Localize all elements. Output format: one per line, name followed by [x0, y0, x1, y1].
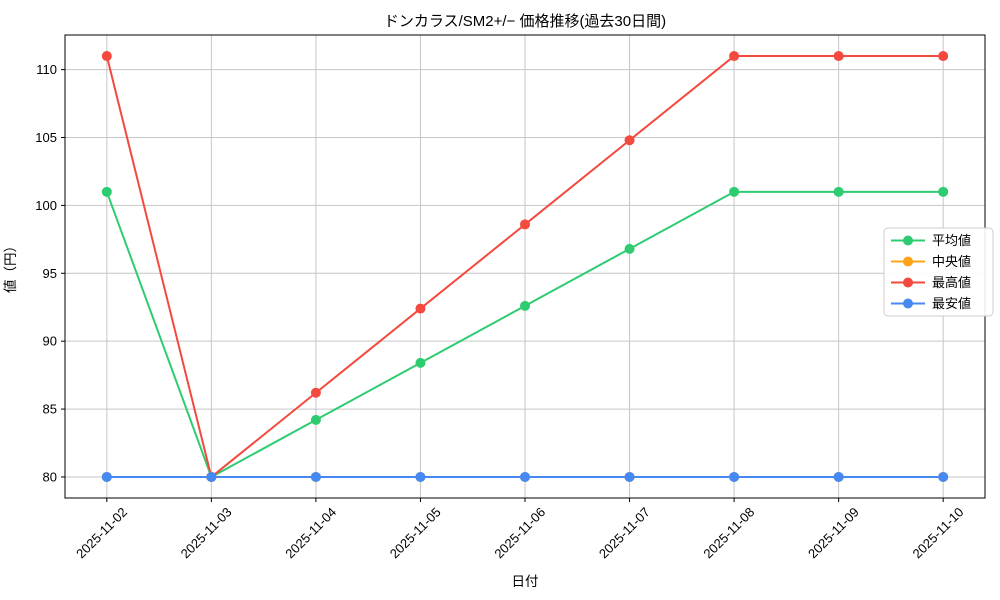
- data-point-min: [833, 471, 844, 482]
- x-tick-label: 2025-11-08: [700, 504, 757, 561]
- data-point-min: [101, 471, 112, 482]
- ticks-layer: 80 85 90 95 100 105 110 2025-11-02 2025-11-03 202…: [35, 62, 966, 561]
- data-point-average: [938, 186, 949, 197]
- y-tick-label: 85: [43, 402, 57, 417]
- x-axis-label: 日付: [512, 574, 539, 589]
- legend-item-median: 中央値: [891, 254, 971, 269]
- data-point-min: [415, 471, 426, 482]
- data-point-min: [624, 471, 635, 482]
- x-tick-label: 2025-11-06: [491, 504, 548, 561]
- legend-label: 平均値: [932, 233, 971, 248]
- data-point-min: [520, 471, 530, 482]
- grid-layer: [65, 35, 985, 498]
- x-tick-label: 2025-11-02: [73, 504, 130, 561]
- legend-item-max: 最高値: [891, 275, 971, 290]
- data-point-max: [938, 51, 949, 62]
- y-tick-label: 90: [43, 334, 57, 349]
- legend-marker: [903, 298, 913, 309]
- x-tick-label: 2025-11-07: [596, 504, 653, 561]
- y-tick-label: 100: [35, 198, 57, 213]
- legend-item-min: 最安値: [891, 296, 971, 311]
- y-tick-label: 105: [35, 130, 57, 145]
- data-point-average: [415, 357, 426, 368]
- legend-marker: [903, 256, 913, 267]
- data-point-average: [833, 186, 844, 197]
- y-tick-label: 110: [36, 62, 57, 77]
- data-point-average: [729, 186, 740, 197]
- x-tick-label: 2025-11-04: [282, 504, 339, 561]
- y-tick-label: 80: [43, 469, 57, 484]
- series-average: [101, 186, 949, 482]
- x-tick-label: 2025-11-09: [805, 504, 862, 561]
- legend-label: 最高値: [932, 275, 971, 290]
- legend-label: 最安値: [932, 296, 971, 311]
- legend-label: 中央値: [932, 254, 971, 269]
- data-point-max: [415, 303, 426, 314]
- chart-title: ドンカラス/SM2+/− 価格推移(過去30日間): [384, 13, 666, 30]
- series-layer: [101, 51, 949, 482]
- data-point-average: [101, 186, 112, 197]
- data-point-max: [729, 51, 740, 62]
- y-axis-label: 値（円）: [3, 239, 18, 293]
- y-tick-label: 95: [43, 266, 57, 281]
- legend-item-average: 平均値: [891, 233, 971, 248]
- data-point-max: [310, 387, 321, 398]
- data-point-max: [833, 51, 844, 62]
- data-point-max: [624, 135, 635, 146]
- data-point-average: [624, 243, 635, 254]
- legend-marker: [903, 277, 913, 288]
- legend-marker: [903, 235, 913, 246]
- series-min: [101, 471, 949, 482]
- x-tick-label: 2025-11-03: [178, 504, 235, 561]
- data-point-average: [520, 300, 530, 311]
- series-max: [101, 51, 949, 482]
- data-point-min: [310, 471, 321, 482]
- data-point-min: [938, 471, 949, 482]
- x-tick-label: 2025-11-05: [387, 504, 444, 561]
- data-point-max: [101, 51, 112, 62]
- data-point-max: [520, 219, 530, 230]
- legend-box: [883, 227, 994, 317]
- data-point-min: [729, 471, 740, 482]
- data-point-average: [310, 414, 321, 425]
- data-point-min: [206, 471, 217, 482]
- x-tick-label: 2025-11-10: [910, 504, 967, 561]
